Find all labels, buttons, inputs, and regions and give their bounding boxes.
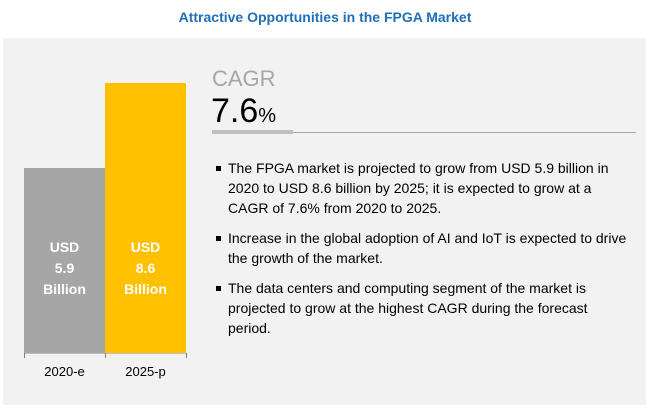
bullet-item: The FPGA market is projected to grow fro…: [213, 158, 633, 218]
bullet-list: The FPGA market is projected to grow fro…: [213, 158, 633, 348]
cagr-label: CAGR: [212, 66, 276, 91]
bar-data-label: USD 5.9 Billion: [43, 239, 86, 297]
bullet-item: Increase in the global adoption of AI an…: [213, 228, 633, 268]
x-tick-label: 2020-e: [44, 364, 85, 379]
x-axis-tick: [105, 353, 106, 358]
x-tick-label: 2025-p: [125, 364, 166, 379]
bullet-item: The data centers and computing segment o…: [213, 278, 633, 338]
cagr-value: 7.6%: [211, 92, 277, 130]
cagr-underline-accent: [212, 130, 293, 134]
page-title: Attractive Opportunities in the FPGA Mar…: [178, 9, 472, 25]
x-axis-tick: [24, 353, 25, 358]
bar-data-label: USD 8.6 Billion: [124, 239, 167, 297]
x-axis-tick: [186, 353, 187, 358]
bar-2025-p: [105, 83, 186, 353]
cagr-underline: [293, 132, 636, 133]
bar-2020-e: [24, 167, 105, 353]
